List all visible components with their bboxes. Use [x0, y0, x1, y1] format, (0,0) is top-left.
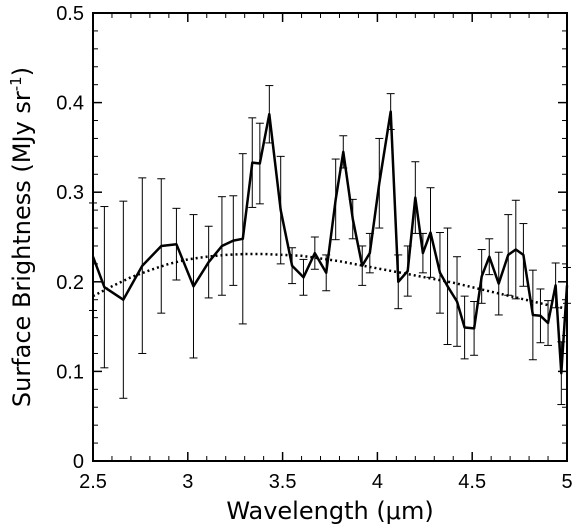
y-axis-label-sup: -1	[7, 76, 25, 91]
x-tick-label: 5	[561, 471, 572, 493]
y-tick-label: 0.1	[56, 361, 84, 383]
series-lines	[91, 110, 569, 375]
y-axis-label-main: Surface Brightness (MJy sr	[8, 91, 36, 407]
spectrum-line	[91, 110, 569, 375]
y-axis-label: Surface Brightness (MJy sr-1)	[7, 67, 36, 407]
y-tick-label: 0.2	[56, 272, 84, 294]
y-tick-label: 0	[73, 451, 84, 473]
y-axis-label-close: )	[8, 67, 36, 76]
x-tick-label: 3.5	[269, 471, 297, 493]
x-tick-label: 4	[372, 471, 383, 493]
x-tick-label: 2.5	[79, 471, 107, 493]
axis-tick-labels: 2.5 3 3.5 4 4.5 5 0 0.1 0.2 0.3 0.4 0.5	[56, 3, 572, 493]
y-tick-label: 0.4	[56, 93, 84, 115]
x-axis-label: Wavelength (μm)	[226, 497, 433, 525]
x-tick-label: 4.5	[458, 471, 486, 493]
model-curve-dotted	[92, 252, 568, 310]
x-tick-label: 3	[182, 471, 193, 493]
y-tick-label: 0.3	[56, 182, 84, 204]
axis-ticks	[92, 12, 568, 462]
y-tick-label: 0.5	[56, 3, 84, 25]
